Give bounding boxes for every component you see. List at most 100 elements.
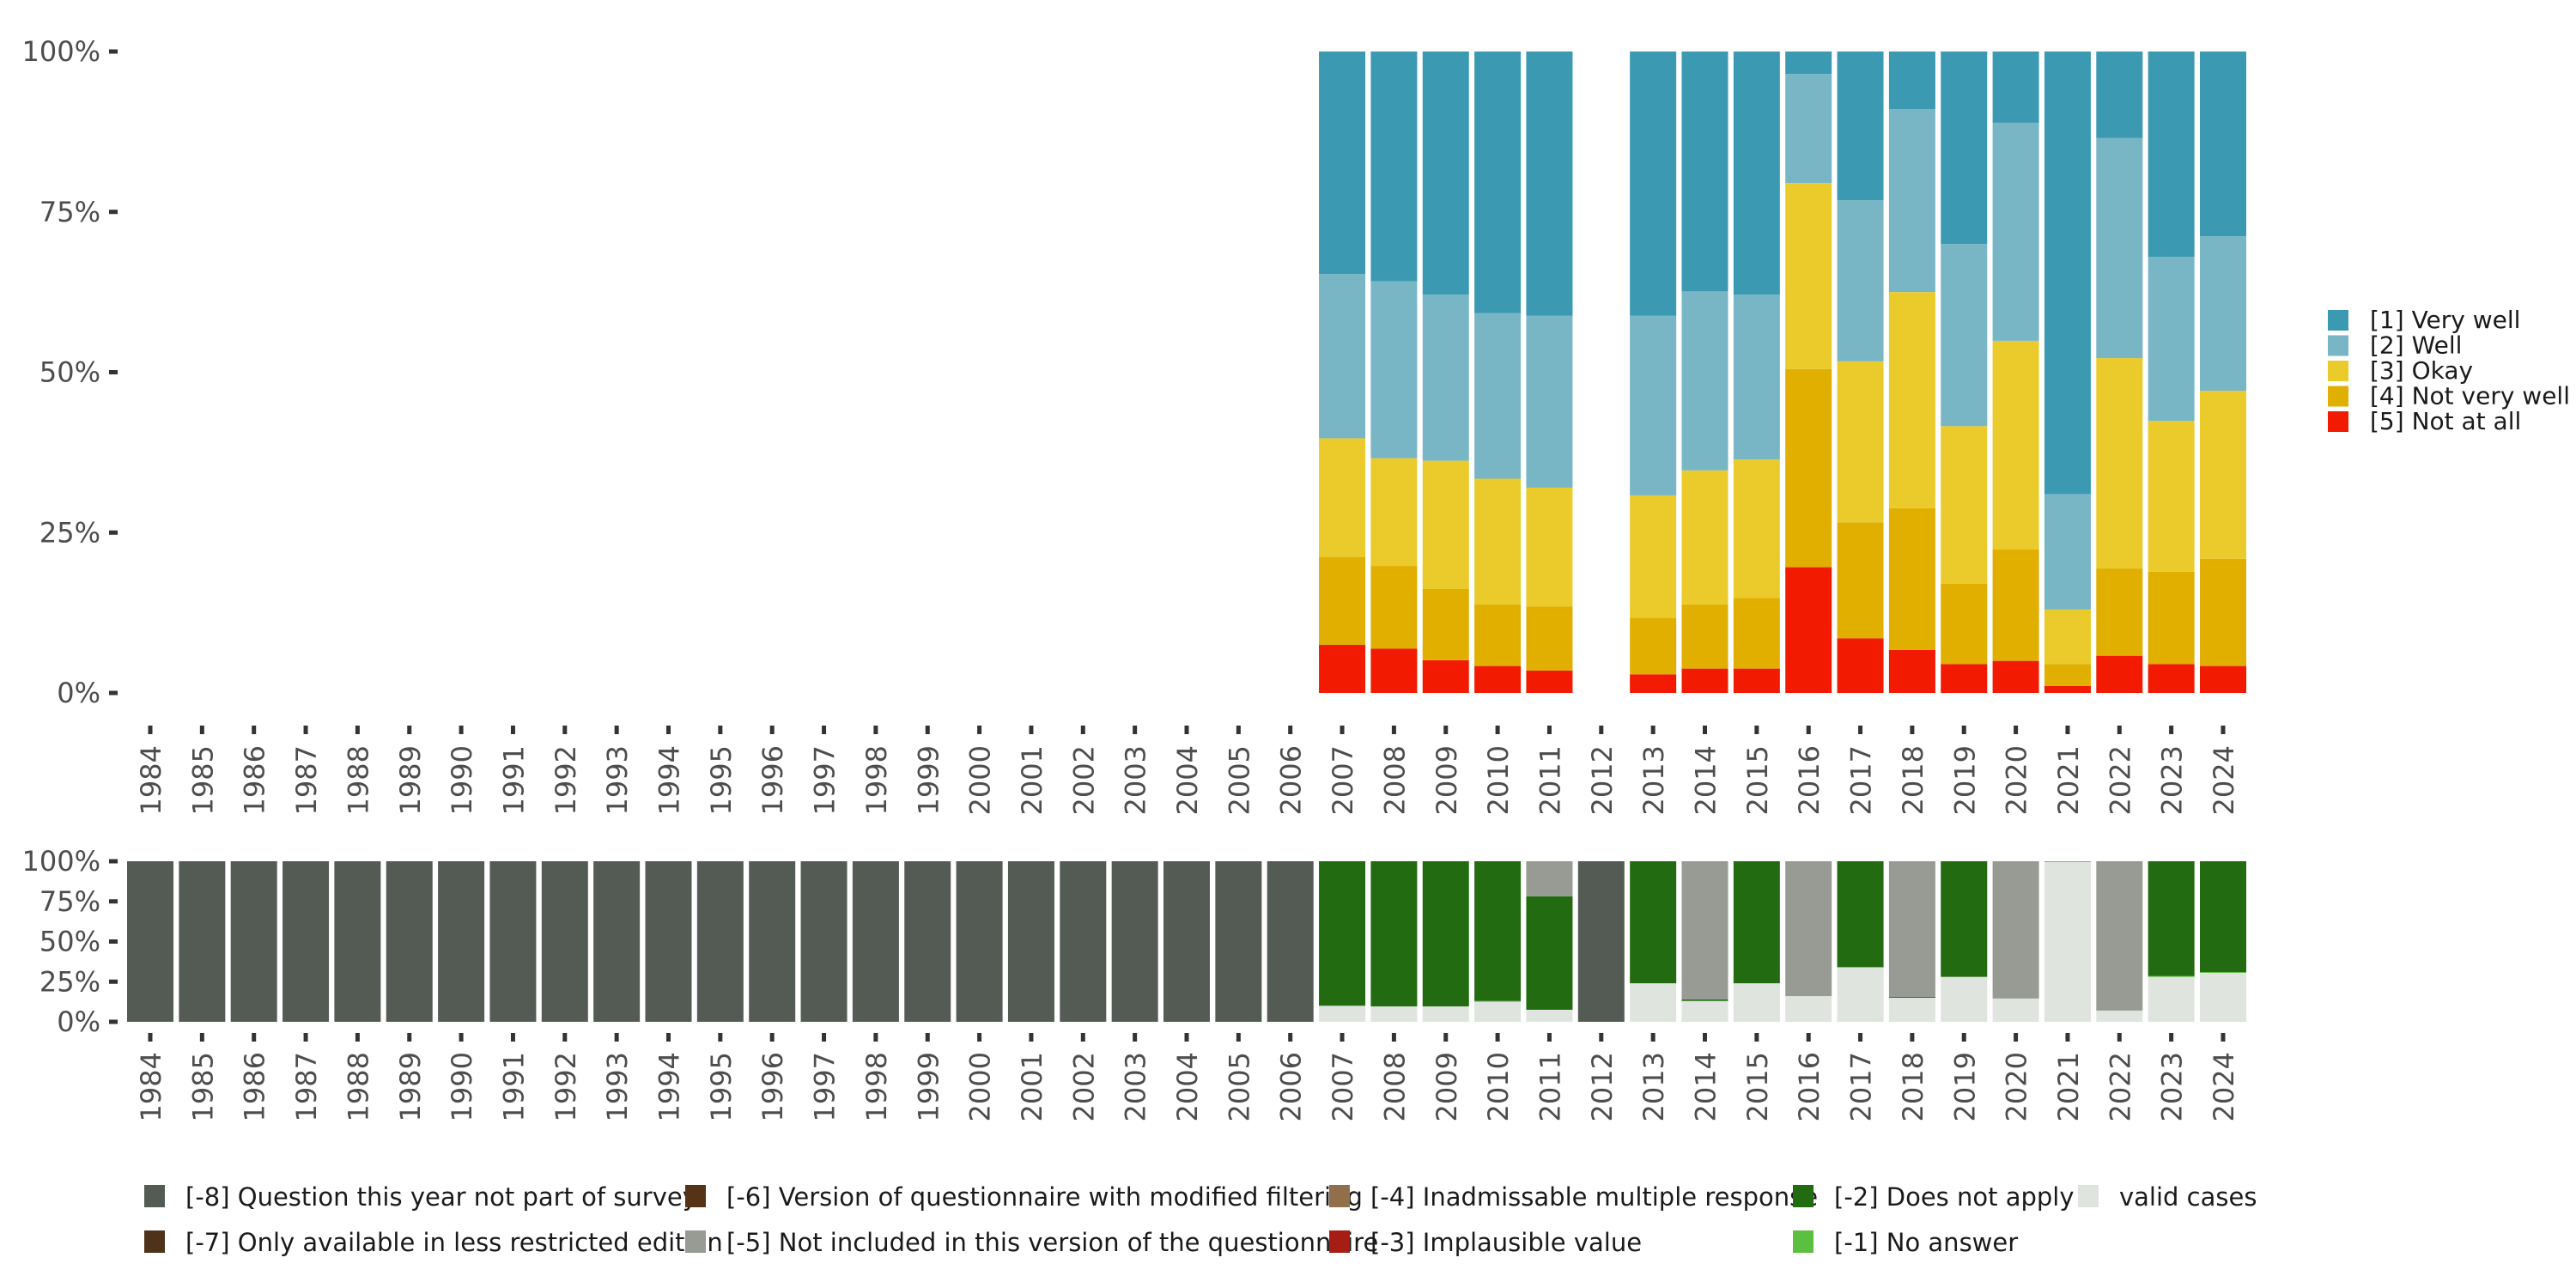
bottom-xtick-label: 1996 xyxy=(756,1052,789,1121)
bottom-xtick-label: 2007 xyxy=(1327,1052,1359,1121)
bottom-bar-segment xyxy=(1785,996,1832,1022)
top-bar-segment xyxy=(1941,584,1988,665)
bottom-bar-segment xyxy=(1733,861,1780,984)
top-bar-segment xyxy=(1837,52,1884,201)
top-legend-label: [5] Not at all xyxy=(2370,407,2521,435)
top-bar-segment xyxy=(1630,617,1677,675)
top-bar-segment xyxy=(1992,549,2039,661)
bottom-bar-segment xyxy=(1319,861,1366,1006)
bottom-bar-segment xyxy=(1992,861,2039,999)
top-xtick-label: 2019 xyxy=(1948,745,1981,815)
bottom-xtick-label: 2016 xyxy=(1793,1052,1826,1121)
top-bar-segment xyxy=(2096,568,2143,656)
bottom-xtick-label: 2001 xyxy=(1016,1052,1048,1121)
top-xtick-label: 1995 xyxy=(705,745,738,815)
bottom-xtick-label: 1997 xyxy=(809,1052,841,1121)
top-xtick-label: 2015 xyxy=(1741,745,1774,815)
bottom-bar-segment xyxy=(2044,861,2091,1022)
top-xtick-label: 1985 xyxy=(186,745,219,815)
bottom-xtick-label: 1993 xyxy=(601,1052,634,1121)
top-bar-segment xyxy=(2200,665,2246,693)
top-xtick-label: 1998 xyxy=(860,745,893,815)
bottom-xtick-label: 1987 xyxy=(290,1052,323,1121)
bottom-xtick-label: 2012 xyxy=(1586,1052,1619,1121)
bottom-xtick-label: 1992 xyxy=(550,1052,582,1121)
bottom-bar-segment xyxy=(2200,972,2246,1022)
top-bar-segment xyxy=(2148,257,2195,422)
top-bar-segment xyxy=(1837,638,1884,693)
bottom-bar-segment xyxy=(386,861,433,1022)
bottom-bar-segment xyxy=(749,861,796,1022)
bottom-bar-segment xyxy=(1163,861,1210,1022)
top-y-axis: 0% 25% 50% 75% 100% xyxy=(22,35,118,709)
bottom-legend-swatch xyxy=(144,1185,165,1207)
bottom-bar-segment xyxy=(1941,861,1988,977)
bottom-xtick-label: 2019 xyxy=(1948,1052,1981,1121)
top-bar-segment xyxy=(1785,74,1832,184)
bottom-xtick-label: 1998 xyxy=(860,1052,893,1121)
top-bar-segment xyxy=(1785,368,1832,568)
bottom-bar-segment xyxy=(1474,861,1522,1001)
top-bar-segment xyxy=(1837,200,1884,361)
top-ytick-label: 25% xyxy=(39,516,100,549)
top-xtick-label: 1992 xyxy=(550,745,582,815)
top-bar-segment xyxy=(1630,674,1677,693)
bottom-xtick-label: 1986 xyxy=(239,1052,271,1121)
top-xtick-label: 2017 xyxy=(1845,745,1878,815)
top-legend: [1] Very well[2] Well[3] Okay[4] Not ver… xyxy=(2328,306,2570,435)
bottom-xtick-label: 2000 xyxy=(964,1052,997,1121)
bottom-bar-segment xyxy=(334,861,381,1022)
bottom-bar-segment xyxy=(127,861,173,1022)
top-legend-swatch xyxy=(2328,411,2348,432)
top-bar-segment xyxy=(1733,295,1780,460)
bottom-xtick-label: 2002 xyxy=(1067,1052,1100,1121)
bottom-bar-segment xyxy=(1941,976,1988,1022)
bottom-bar-segment xyxy=(2148,975,2195,977)
top-bar-segment xyxy=(2200,558,2246,666)
top-xtick-label: 2001 xyxy=(1016,745,1048,815)
bottom-xtick-label: 2020 xyxy=(2001,1052,2033,1121)
bottom-legend-swatch xyxy=(1329,1230,1350,1253)
top-bar-segment xyxy=(2200,52,2246,237)
bottom-xtick-label: 2015 xyxy=(1741,1052,1774,1121)
top-xtick-label: 1989 xyxy=(394,745,427,815)
top-bar-segment xyxy=(1370,458,1418,567)
bottom-xtick-label: 2018 xyxy=(1897,1052,1929,1121)
bottom-xtick-label: 1984 xyxy=(135,1052,167,1121)
bottom-bar-segment xyxy=(1422,1006,1469,1022)
bottom-bar-segment xyxy=(541,861,588,1022)
top-xtick-label: 2012 xyxy=(1586,745,1619,815)
bottom-bar-segment xyxy=(1007,861,1054,1022)
bottom-bar-segment xyxy=(1681,861,1728,999)
top-bar-segment xyxy=(1474,604,1522,666)
top-bar-segment xyxy=(1319,556,1366,645)
top-bar-segment xyxy=(1319,438,1366,557)
bottom-bar-segment xyxy=(1060,861,1107,1022)
top-xtick-label: 1991 xyxy=(497,745,530,815)
bottom-bar-segment xyxy=(1733,983,1780,1022)
bottom-bar-segment xyxy=(1111,861,1158,1022)
bottom-xtick-label: 2023 xyxy=(2156,1052,2189,1121)
bottom-legend-swatch xyxy=(685,1230,706,1253)
bottom-legend: [-8] Question this year not part of surv… xyxy=(144,1182,2257,1257)
top-xtick-label: 2008 xyxy=(1378,745,1411,815)
top-bar-segment xyxy=(1681,668,1728,693)
top-legend-label: [3] Okay xyxy=(2370,356,2473,385)
bottom-bar-segment xyxy=(2096,861,2143,1011)
bottom-xtick-label: 2017 xyxy=(1845,1052,1878,1121)
top-bar-segment xyxy=(2200,236,2246,392)
bottom-legend-label: [-6] Version of questionnaire with modif… xyxy=(726,1182,1363,1212)
top-xtick-label: 2021 xyxy=(2052,745,2085,815)
top-bar-segment xyxy=(1785,567,1832,693)
bottom-xtick-label: 1991 xyxy=(497,1052,530,1121)
top-bar-segment xyxy=(1733,598,1780,669)
bottom-xtick-label: 1989 xyxy=(394,1052,427,1121)
bottom-bar-segment xyxy=(1888,861,1935,998)
top-legend-swatch xyxy=(2328,310,2348,331)
top-bar-segment xyxy=(1526,52,1573,316)
top-xtick-label: 2004 xyxy=(1171,745,1204,815)
bottom-legend-swatch xyxy=(144,1230,165,1253)
bottom-bar-segment xyxy=(1526,861,1573,896)
top-xtick-label: 2024 xyxy=(2208,745,2240,815)
top-chart-panel: 0% 25% 50% 75% 100% 1984 1985 1986 1987 1988 1989… xyxy=(22,35,2246,815)
